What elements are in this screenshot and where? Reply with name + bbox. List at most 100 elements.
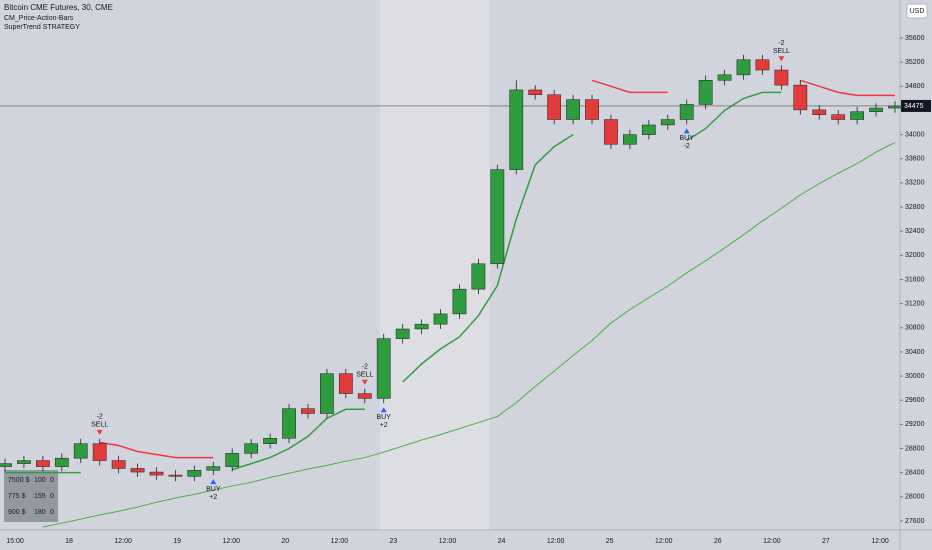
x-tick-label: 12:00: [222, 538, 240, 545]
trade-label: BUY: [206, 486, 221, 493]
candle-body: [0, 463, 12, 467]
candle-body: [774, 69, 789, 86]
candle-body: [187, 469, 202, 477]
x-tick-label: 27: [822, 538, 830, 545]
y-tick-label: 28400: [905, 469, 925, 476]
candle-body: [736, 59, 751, 76]
x-tick-label: 18: [65, 538, 73, 545]
candle-body: [73, 443, 88, 459]
table-cell: 0: [50, 477, 54, 484]
y-tick-label: 30000: [905, 373, 925, 380]
x-tick-label: 25: [606, 538, 614, 545]
y-tick-label: 32800: [905, 204, 925, 211]
candle-body: [547, 94, 562, 120]
chart-title: Bitcoin CME Futures, 30, CME: [4, 3, 113, 12]
candle-body: [528, 89, 543, 96]
x-tick-label: 23: [390, 538, 398, 545]
candle-body: [812, 109, 827, 115]
candle-body: [301, 408, 315, 414]
y-tick-label: 29200: [905, 421, 925, 428]
indicator-label: SuperTrend STRATEGY: [4, 24, 80, 31]
trade-qty: -2: [362, 364, 368, 371]
candle-body: [452, 288, 467, 315]
candle-body: [869, 107, 883, 112]
y-tick-label: 35600: [905, 35, 925, 42]
y-tick-label: 33200: [905, 180, 925, 187]
y-tick-label: 34000: [905, 131, 925, 138]
candle-body: [660, 119, 675, 126]
currency-button[interactable]: [906, 3, 928, 19]
y-tick-label: 28000: [905, 494, 925, 501]
y-tick-label: 30400: [905, 349, 925, 356]
buy-arrow: [683, 128, 690, 134]
candle-body: [585, 99, 599, 120]
trade-qty: -2: [97, 414, 103, 421]
candle-body: [414, 323, 429, 330]
indicator-label: CM_Price-Action-Bars: [4, 15, 74, 22]
candle-body: [130, 468, 145, 473]
x-tick-label: 12:00: [439, 538, 457, 545]
candle-body: [206, 466, 221, 471]
candle-body: [490, 169, 505, 265]
candle-body: [168, 474, 183, 477]
y-tick-label: 32000: [905, 252, 925, 259]
candle-body: [509, 89, 524, 170]
last-price-label: 34475: [904, 103, 924, 110]
candle-body: [566, 99, 580, 120]
x-tick-label: 20: [281, 538, 289, 545]
last-price-tag: [901, 99, 931, 112]
stats-table: [4, 470, 58, 522]
candle-body: [471, 263, 486, 290]
candle-body: [395, 328, 410, 339]
candle-body: [755, 59, 770, 71]
trade-label: SELL: [91, 422, 108, 429]
candle-body: [357, 393, 372, 399]
x-tick-label: 15:00: [6, 538, 24, 545]
candle-body: [338, 373, 353, 394]
candle-body: [17, 460, 31, 464]
trade-label: BUY: [377, 414, 392, 421]
y-tick-label: 27600: [905, 518, 925, 525]
y-tick-label: 35200: [905, 59, 925, 66]
currency-label: USD: [910, 8, 925, 15]
indicator-line: [42, 142, 896, 528]
sell-arrow: [778, 56, 785, 62]
candle-body: [54, 457, 69, 467]
buy-arrow: [380, 407, 387, 413]
trade-qty: -2: [684, 143, 690, 150]
trade-label: SELL: [773, 48, 790, 55]
x-tick-label: 12:00: [763, 538, 781, 545]
table-cell: 180: [34, 509, 46, 516]
trade-qty: -2: [778, 40, 784, 47]
sell-arrow: [361, 379, 368, 385]
table-cell: 900 $: [8, 509, 26, 516]
candle-body: [111, 460, 126, 469]
y-tick-label: 31600: [905, 276, 925, 283]
table-cell: 0: [50, 509, 54, 516]
candle-body: [35, 460, 50, 467]
candle-body: [376, 338, 391, 399]
candle-body: [320, 373, 334, 414]
x-tick-label: 12:00: [331, 538, 349, 545]
candle-body: [888, 105, 902, 109]
y-tick-label: 32400: [905, 228, 925, 235]
candle-body: [263, 437, 277, 444]
x-tick-label: 24: [498, 538, 506, 545]
x-tick-label: 19: [173, 538, 181, 545]
y-tick-label: 33600: [905, 156, 925, 163]
candle-body: [793, 84, 808, 111]
candle-body: [850, 111, 865, 120]
candle-body: [244, 443, 259, 454]
candle-body: [698, 80, 713, 105]
trade-qty: +2: [209, 494, 217, 501]
trade-label: SELL: [356, 372, 373, 379]
candle-body: [641, 124, 656, 135]
y-tick-label: 29600: [905, 397, 925, 404]
y-tick-label: 30800: [905, 325, 925, 332]
candle-body: [433, 313, 448, 325]
candle-body: [225, 453, 240, 467]
candle-body: [92, 443, 107, 461]
x-tick-label: 12:00: [655, 538, 673, 545]
table-cell: 0: [50, 493, 54, 500]
